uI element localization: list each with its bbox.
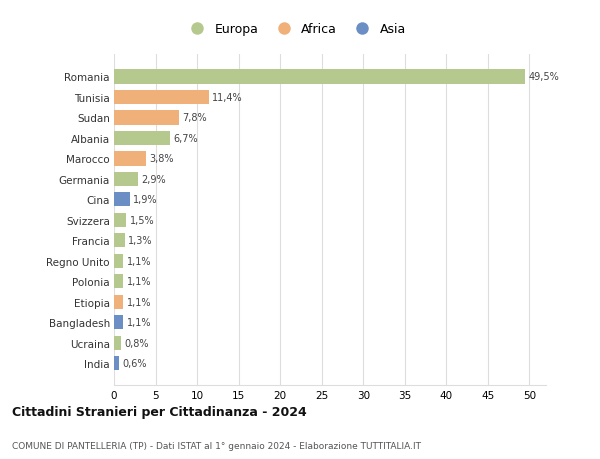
Bar <box>114 90 209 105</box>
Bar <box>114 172 138 187</box>
Bar <box>114 336 121 350</box>
Text: 1,1%: 1,1% <box>127 297 151 307</box>
Legend: Europa, Africa, Asia: Europa, Africa, Asia <box>180 18 411 41</box>
Text: 0,8%: 0,8% <box>124 338 148 348</box>
Bar <box>114 356 119 370</box>
Text: 7,8%: 7,8% <box>182 113 207 123</box>
Text: 0,6%: 0,6% <box>122 358 147 369</box>
Text: 2,9%: 2,9% <box>142 174 166 185</box>
Text: COMUNE DI PANTELLERIA (TP) - Dati ISTAT al 1° gennaio 2024 - Elaborazione TUTTIT: COMUNE DI PANTELLERIA (TP) - Dati ISTAT … <box>12 441 421 450</box>
Text: 11,4%: 11,4% <box>212 93 242 103</box>
Text: Cittadini Stranieri per Cittadinanza - 2024: Cittadini Stranieri per Cittadinanza - 2… <box>12 405 307 418</box>
Bar <box>114 234 125 248</box>
Text: 1,9%: 1,9% <box>133 195 158 205</box>
Text: 3,8%: 3,8% <box>149 154 173 164</box>
Bar <box>114 213 127 228</box>
Bar <box>114 315 123 330</box>
Bar <box>114 274 123 289</box>
Text: 49,5%: 49,5% <box>529 72 559 82</box>
Text: 1,3%: 1,3% <box>128 236 152 246</box>
Bar <box>114 131 170 146</box>
Bar <box>114 111 179 125</box>
Bar <box>114 254 123 269</box>
Text: 1,1%: 1,1% <box>127 256 151 266</box>
Text: 1,5%: 1,5% <box>130 215 154 225</box>
Bar <box>114 70 525 84</box>
Bar <box>114 152 146 166</box>
Text: 1,1%: 1,1% <box>127 318 151 328</box>
Text: 6,7%: 6,7% <box>173 134 197 144</box>
Bar <box>114 295 123 309</box>
Text: 1,1%: 1,1% <box>127 277 151 286</box>
Bar <box>114 193 130 207</box>
